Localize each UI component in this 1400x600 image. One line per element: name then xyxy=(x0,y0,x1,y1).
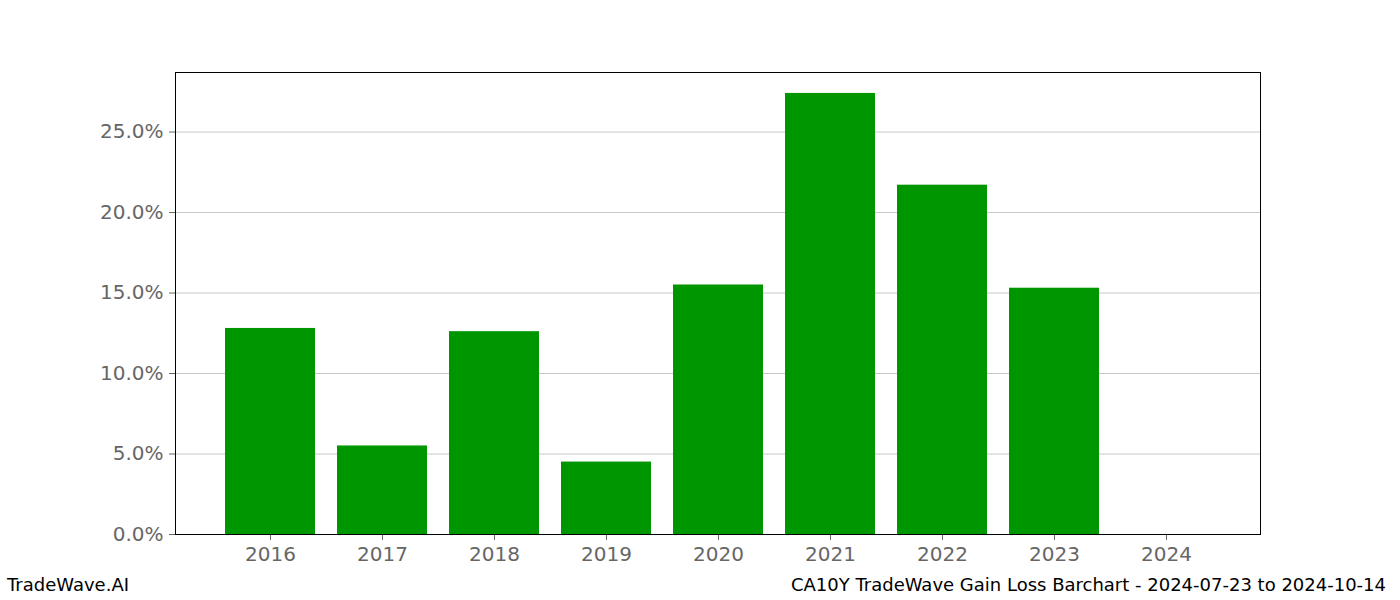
html-text:CA10Y TradeWave Gain Loss Barc: CA10Y TradeWave Gain Loss Barchart - 202… xyxy=(790,574,1386,595)
svg-text:2020: 2020 xyxy=(693,542,744,566)
svg-text:2023: 2023 xyxy=(1029,542,1080,566)
svg-text:2019: 2019 xyxy=(581,542,632,566)
svg-text:20.0%: 20.0% xyxy=(100,200,164,224)
svg-text:25.0%: 25.0% xyxy=(100,119,164,143)
svg-text:2018: 2018 xyxy=(469,542,520,566)
html-text:TradeWave.AI: TradeWave.AI xyxy=(7,574,129,595)
svg-text:15.0%: 15.0% xyxy=(100,280,164,304)
svg-text:2017: 2017 xyxy=(357,542,408,566)
svg-text:2021: 2021 xyxy=(805,542,856,566)
svg-text:5.0%: 5.0% xyxy=(113,441,164,465)
svg-text:0.0%: 0.0% xyxy=(113,522,164,546)
svg-text:2022: 2022 xyxy=(917,542,968,566)
svg-text:2024: 2024 xyxy=(1141,542,1192,566)
svg-text:2016: 2016 xyxy=(245,542,296,566)
svg-text:10.0%: 10.0% xyxy=(100,361,164,385)
